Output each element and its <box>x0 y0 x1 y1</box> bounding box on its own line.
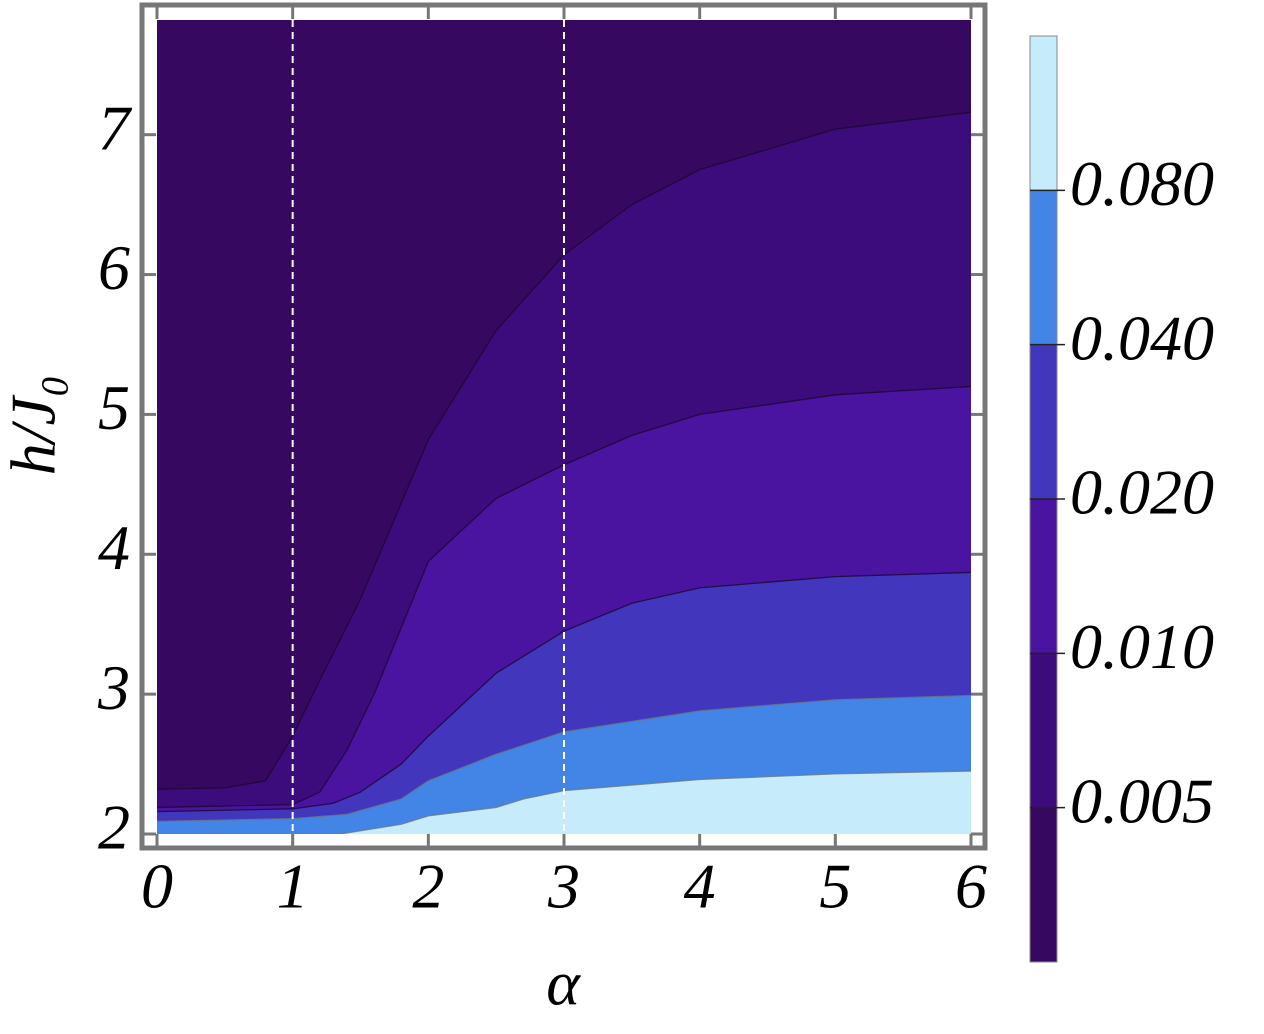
colorbar-tick-label: 0.020 <box>1070 457 1214 528</box>
y-tick-label: 4 <box>98 512 130 583</box>
plot-area <box>157 20 971 834</box>
y-axis-label: h/J₀ <box>0 375 69 475</box>
colorbar-tick-label: 0.040 <box>1070 302 1214 373</box>
x-tick-label: 0 <box>141 851 173 922</box>
colorbar-tick-label: 0.080 <box>1070 148 1214 219</box>
x-tick-label: 3 <box>547 851 580 922</box>
y-tick-label: 3 <box>97 652 130 723</box>
colorbar-band <box>1030 36 1057 191</box>
y-tick-label: 6 <box>98 232 130 303</box>
region <box>340 771 971 834</box>
contour-line <box>157 385 971 809</box>
contour-line <box>340 770 971 834</box>
contour-line <box>157 571 971 813</box>
contour-line <box>157 111 971 790</box>
y-tick-label: 7 <box>98 92 133 163</box>
colorbar-tick-label: 0.010 <box>1070 611 1214 682</box>
colorbar-band <box>1030 653 1057 808</box>
x-tick-label: 5 <box>819 851 851 922</box>
colorbar-tick-label: 0.005 <box>1070 765 1214 836</box>
contour-line <box>157 694 971 823</box>
x-tick-label: 1 <box>277 851 309 922</box>
y-tick-label: 5 <box>98 372 130 443</box>
x-tick-label: 4 <box>684 851 716 922</box>
x-axis-label: α <box>546 948 581 1019</box>
colorbar-band <box>1030 807 1057 962</box>
x-tick-label: 2 <box>412 851 444 922</box>
y-tick-label: 2 <box>98 792 130 863</box>
colorbar-band <box>1030 190 1057 345</box>
colorbar-band <box>1030 499 1057 654</box>
x-tick-label: 6 <box>955 851 987 922</box>
colorbar-band <box>1030 344 1057 499</box>
